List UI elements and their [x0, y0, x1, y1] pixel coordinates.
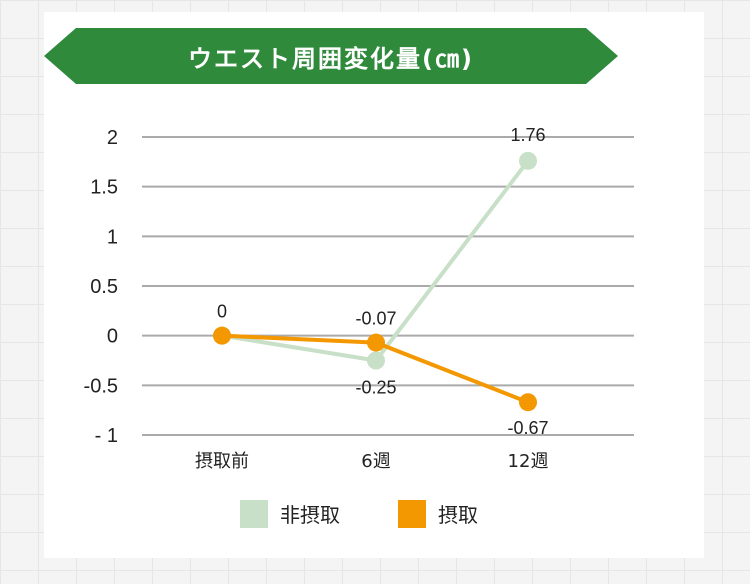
series-intake-point	[519, 393, 537, 412]
series-non-intake-point	[519, 151, 537, 170]
series-lines	[213, 151, 537, 412]
y-tick-label: - 1	[95, 425, 118, 447]
data-label: -0.07	[355, 309, 396, 329]
data-label: 0	[217, 302, 227, 322]
y-tick-label: -0.5	[84, 375, 118, 397]
y-tick-label: 2	[107, 127, 118, 149]
y-tick-label: 1	[107, 226, 118, 248]
legend-swatch-intake	[398, 499, 426, 528]
legend-label-non-intake: 非摂取	[280, 503, 340, 527]
series-intake-point	[367, 333, 385, 352]
data-label: 1.76	[510, 125, 545, 145]
x-axis-categories: 摂取前 6週 12週	[195, 451, 548, 472]
chart-title-banner: ウエスト周囲変化量(㎝)	[44, 28, 618, 84]
legend-item-intake: 摂取	[398, 499, 478, 528]
y-tick-label: 0	[107, 326, 118, 348]
series-intake-point	[213, 326, 231, 345]
x-category-label: 6週	[361, 451, 390, 472]
legend-label-intake: 摂取	[438, 503, 478, 527]
y-tick-label: 1.5	[90, 177, 118, 199]
x-category-label: 摂取前	[195, 451, 249, 472]
legend: 非摂取 摂取	[240, 499, 536, 528]
y-axis-ticks: 2 1.5 1 0.5 0 -0.5 - 1	[84, 127, 118, 447]
data-label: -0.67	[507, 418, 548, 438]
chart-title: ウエスト周囲変化量(㎝)	[188, 44, 474, 73]
legend-swatch-non-intake	[240, 499, 268, 528]
series-non-intake-line	[221, 159, 530, 363]
legend-item-non-intake: 非摂取	[240, 499, 340, 528]
y-tick-label: 0.5	[90, 276, 118, 298]
data-label: -0.25	[355, 378, 396, 398]
data-labels: -0.25 1.76 0 -0.07 -0.67	[217, 125, 549, 438]
series-non-intake-point	[367, 351, 385, 370]
x-category-label: 12週	[508, 451, 549, 472]
